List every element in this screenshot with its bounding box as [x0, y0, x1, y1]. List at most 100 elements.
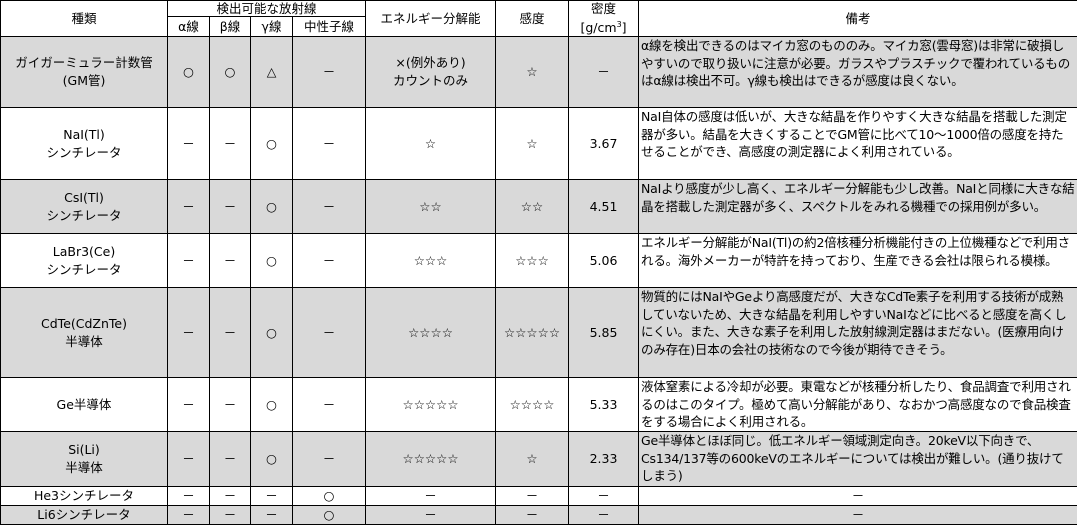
cell-energy-resolution: － — [366, 506, 496, 525]
detector-name: Ge半導体 — [57, 397, 112, 412]
cell-beta: － — [210, 180, 251, 234]
cell-alpha: － — [168, 487, 210, 506]
detector-name: CdTe(CdZnTe) — [41, 316, 127, 331]
cell-neutron: － — [293, 180, 366, 234]
table-row: Li6シンチレータ － － － ○ － － － － — [1, 506, 1077, 525]
cell-gamma: ○ — [251, 234, 293, 288]
cell-energy-resolution: ×(例外あり)カウントのみ — [366, 37, 496, 108]
energy-resolution-value: ×(例外あり) — [395, 55, 465, 70]
detector-name: He3シンチレータ — [34, 488, 134, 503]
cell-energy-resolution: ☆☆☆ — [366, 234, 496, 288]
cell-neutron: － — [293, 37, 366, 108]
cell-remarks: エネルギー分解能がNaI(Tl)の約2倍核種分析機能付きの上位機種などで利用され… — [639, 234, 1077, 288]
cell-energy-resolution: － — [366, 487, 496, 506]
detector-name: NaI(Tl) — [63, 127, 105, 142]
cell-density: － — [569, 487, 639, 506]
cell-neutron: － — [293, 378, 366, 432]
cell-beta: － — [210, 234, 251, 288]
header-density: 密度[g/cm3] — [569, 1, 639, 37]
header-remarks: 備考 — [639, 1, 1077, 37]
cell-density: 2.33 — [569, 432, 639, 487]
cell-alpha: － — [168, 432, 210, 487]
cell-density: 5.85 — [569, 288, 639, 378]
cell-density: 4.51 — [569, 180, 639, 234]
energy-resolution-value: － — [424, 488, 437, 503]
detector-name: CsI(Tl) — [64, 190, 104, 205]
cell-beta: － — [210, 487, 251, 506]
detector-name: ガイガーミュラー計数管 — [15, 55, 153, 70]
cell-alpha: － — [168, 234, 210, 288]
header-type: 種類 — [1, 1, 168, 37]
cell-beta: － — [210, 378, 251, 432]
energy-resolution-value: ☆☆☆☆ — [408, 325, 453, 340]
energy-resolution-value: ☆☆ — [419, 199, 441, 214]
detector-type: シンチレータ — [46, 145, 121, 160]
cell-type: LaBr3(Ce) シンチレータ — [1, 234, 168, 288]
cell-energy-resolution: ☆☆☆☆ — [366, 288, 496, 378]
cell-neutron: ○ — [293, 487, 366, 506]
table-row: LaBr3(Ce)シンチレータ － － ○ － ☆☆☆ ☆☆☆ 5.06 エネル… — [1, 234, 1077, 288]
cell-sensitivity: ☆☆☆☆☆ — [496, 288, 569, 378]
cell-gamma: ○ — [251, 108, 293, 180]
cell-density: － — [569, 37, 639, 108]
cell-gamma: － — [251, 487, 293, 506]
cell-remarks: 物質的にはNaIやGeより高感度だが、大きなCdTe素子を利用する技術が成熟して… — [639, 288, 1077, 378]
cell-gamma: △ — [251, 37, 293, 108]
cell-energy-resolution: ☆ — [366, 108, 496, 180]
cell-type: Ge半導体 — [1, 378, 168, 432]
cell-beta: ○ — [210, 37, 251, 108]
cell-gamma: ○ — [251, 180, 293, 234]
cell-neutron: － — [293, 288, 366, 378]
cell-remarks: α線を検出できるのはマイカ窓のもののみ。マイカ窓(雲母窓)は非常に破損しやすいの… — [639, 37, 1077, 108]
detector-type: (GM管) — [63, 73, 106, 88]
cell-type: Si(Li)半導体 — [1, 432, 168, 487]
cell-sensitivity: ☆ — [496, 37, 569, 108]
detector-type: シンチレータ — [46, 262, 121, 277]
detector-name: Si(Li) — [68, 442, 100, 457]
energy-resolution-value: ☆☆☆☆☆ — [403, 397, 459, 412]
cell-alpha: ○ — [168, 37, 210, 108]
detector-name: Li6シンチレータ — [37, 507, 130, 522]
cell-type: CsI(Tl) シンチレータ — [1, 180, 168, 234]
table-row: CsI(Tl)シンチレータ － － ○ － ☆☆ ☆☆ 4.51 NaIより感度… — [1, 180, 1077, 234]
table-row: CdTe(CdZnTe)半導体 － － ○ － ☆☆☆☆ ☆☆☆☆☆ 5.85 … — [1, 288, 1077, 378]
cell-type: CdTe(CdZnTe) 半導体 — [1, 288, 168, 378]
cell-beta: － — [210, 108, 251, 180]
cell-sensitivity: ☆ — [496, 108, 569, 180]
detector-name: LaBr3(Ce) — [53, 244, 115, 259]
cell-remarks: － — [639, 506, 1077, 525]
cell-sensitivity: － — [496, 487, 569, 506]
cell-remarks: NaI自体の感度は低いが、大きな結晶を作りやすく大きな結晶を搭載した測定器が多い… — [639, 108, 1077, 180]
header-gamma: γ線 — [251, 17, 293, 37]
table-row: NaI(Tl)シンチレータ － － ○ － ☆ ☆ 3.67 NaI自体の感度は… — [1, 108, 1077, 180]
detector-type: 半導体 — [65, 334, 103, 349]
cell-density: 3.67 — [569, 108, 639, 180]
energy-resolution-value: － — [424, 507, 437, 522]
cell-gamma: ○ — [251, 378, 293, 432]
cell-neutron: － — [293, 108, 366, 180]
cell-neutron: － — [293, 432, 366, 487]
cell-beta: － — [210, 432, 251, 487]
table-row: He3シンチレータ － － － ○ － － － － — [1, 487, 1077, 506]
cell-alpha: － — [168, 378, 210, 432]
energy-resolution-value: ☆ — [425, 136, 436, 151]
cell-remarks: NaIより感度が少し高く、エネルギー分解能も少し改善。NaIと同様に大きな結晶を… — [639, 180, 1077, 234]
cell-beta: － — [210, 506, 251, 525]
cell-remarks: 液体窒素による冷却が必要。東電などが核種分析したり、食品調査で利用されるのはこの… — [639, 378, 1077, 432]
cell-sensitivity: － — [496, 506, 569, 525]
cell-alpha: － — [168, 180, 210, 234]
energy-resolution-value: ☆☆☆☆☆ — [403, 451, 459, 466]
header-alpha: α線 — [168, 17, 210, 37]
cell-density: 5.33 — [569, 378, 639, 432]
cell-type: ガイガーミュラー計数管 (GM管) — [1, 37, 168, 108]
detector-type: シンチレータ — [46, 208, 121, 223]
header-energy-resolution: エネルギー分解能 — [366, 1, 496, 37]
cell-alpha: － — [168, 288, 210, 378]
header-sensitivity: 感度 — [496, 1, 569, 37]
header-neutron: 中性子線 — [293, 17, 366, 37]
density-label: 密度 — [591, 1, 616, 16]
table-row: Si(Li)半導体 － － ○ － ☆☆☆☆☆ ☆ 2.33 Ge半導体とほぼ同… — [1, 432, 1077, 487]
cell-gamma: － — [251, 506, 293, 525]
cell-neutron: － — [293, 234, 366, 288]
